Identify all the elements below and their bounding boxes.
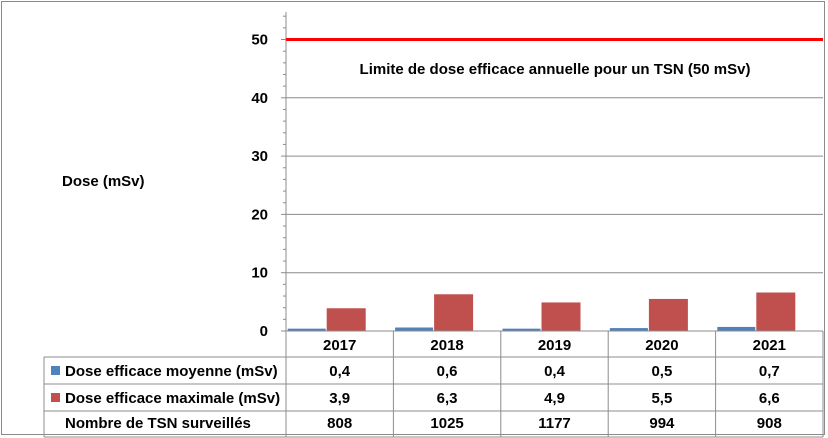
- data-label-1-2018: 6,3: [437, 390, 458, 407]
- y-tick-label-50: 50: [251, 32, 268, 49]
- legend-swatch-1: [51, 393, 60, 402]
- y-tick-label-10: 10: [251, 265, 268, 282]
- bar-max-2017: [326, 308, 366, 331]
- bar-mean-2019: [502, 328, 541, 331]
- data-label-0-2019: 0,4: [544, 363, 566, 380]
- x-tick-label-2018: 2018: [430, 337, 463, 354]
- data-label-1-2021: 6,6: [759, 390, 780, 407]
- count-label-2017: 808: [327, 415, 352, 432]
- y-tick-label-0: 0: [260, 323, 268, 340]
- bar-max-2021: [756, 292, 796, 331]
- count-label-2021: 908: [757, 415, 782, 432]
- y-axis-label: Dose (mSv): [62, 173, 145, 190]
- legend-label-1: Dose efficace maximale (mSv): [65, 390, 280, 407]
- data-label-0-2017: 0,4: [329, 363, 351, 380]
- x-tick-label-2020: 2020: [645, 337, 678, 354]
- data-label-0-2020: 0,5: [651, 363, 672, 380]
- x-tick-label-2019: 2019: [538, 337, 571, 354]
- bar-max-2018: [434, 294, 474, 331]
- bar-mean-2017: [287, 328, 326, 331]
- bar-mean-2018: [395, 327, 434, 331]
- y-tick-label-30: 30: [251, 148, 268, 165]
- data-table: 2017 2018 2019 2020 2021 Dose efficace moyenn…: [43, 330, 824, 438]
- bar-mean-2020: [609, 328, 648, 331]
- data-label-1-2019: 4,9: [544, 390, 565, 407]
- legend-swatch-0: [51, 366, 60, 375]
- y-tick-label-20: 20: [251, 206, 268, 223]
- x-tick-label-2021: 2021: [753, 337, 786, 354]
- data-label-1-2017: 3,9: [329, 390, 350, 407]
- reference-line-group: Limite de dose efficace annuelle pour un…: [286, 38, 823, 78]
- bar-mean-2021: [717, 326, 756, 331]
- count-label-2018: 1025: [430, 415, 463, 432]
- count-label-2020: 994: [649, 415, 675, 432]
- bar-max-2020: [648, 298, 688, 331]
- data-label-1-2020: 5,5: [651, 390, 672, 407]
- reference-line-label: Limite de dose efficace annuelle pour un…: [360, 61, 751, 78]
- data-label-0-2018: 0,6: [437, 363, 458, 380]
- extra-row-label: Nombre de TSN surveillés: [65, 415, 251, 432]
- y-tick-label-40: 40: [251, 90, 268, 107]
- bar-max-2019: [541, 302, 581, 331]
- x-tick-label-2017: 2017: [323, 337, 356, 354]
- count-label-2019: 1177: [538, 415, 571, 432]
- legend-label-0: Dose efficace moyenne (mSv): [65, 363, 278, 380]
- data-label-0-2021: 0,7: [759, 363, 780, 380]
- bars: [287, 292, 796, 331]
